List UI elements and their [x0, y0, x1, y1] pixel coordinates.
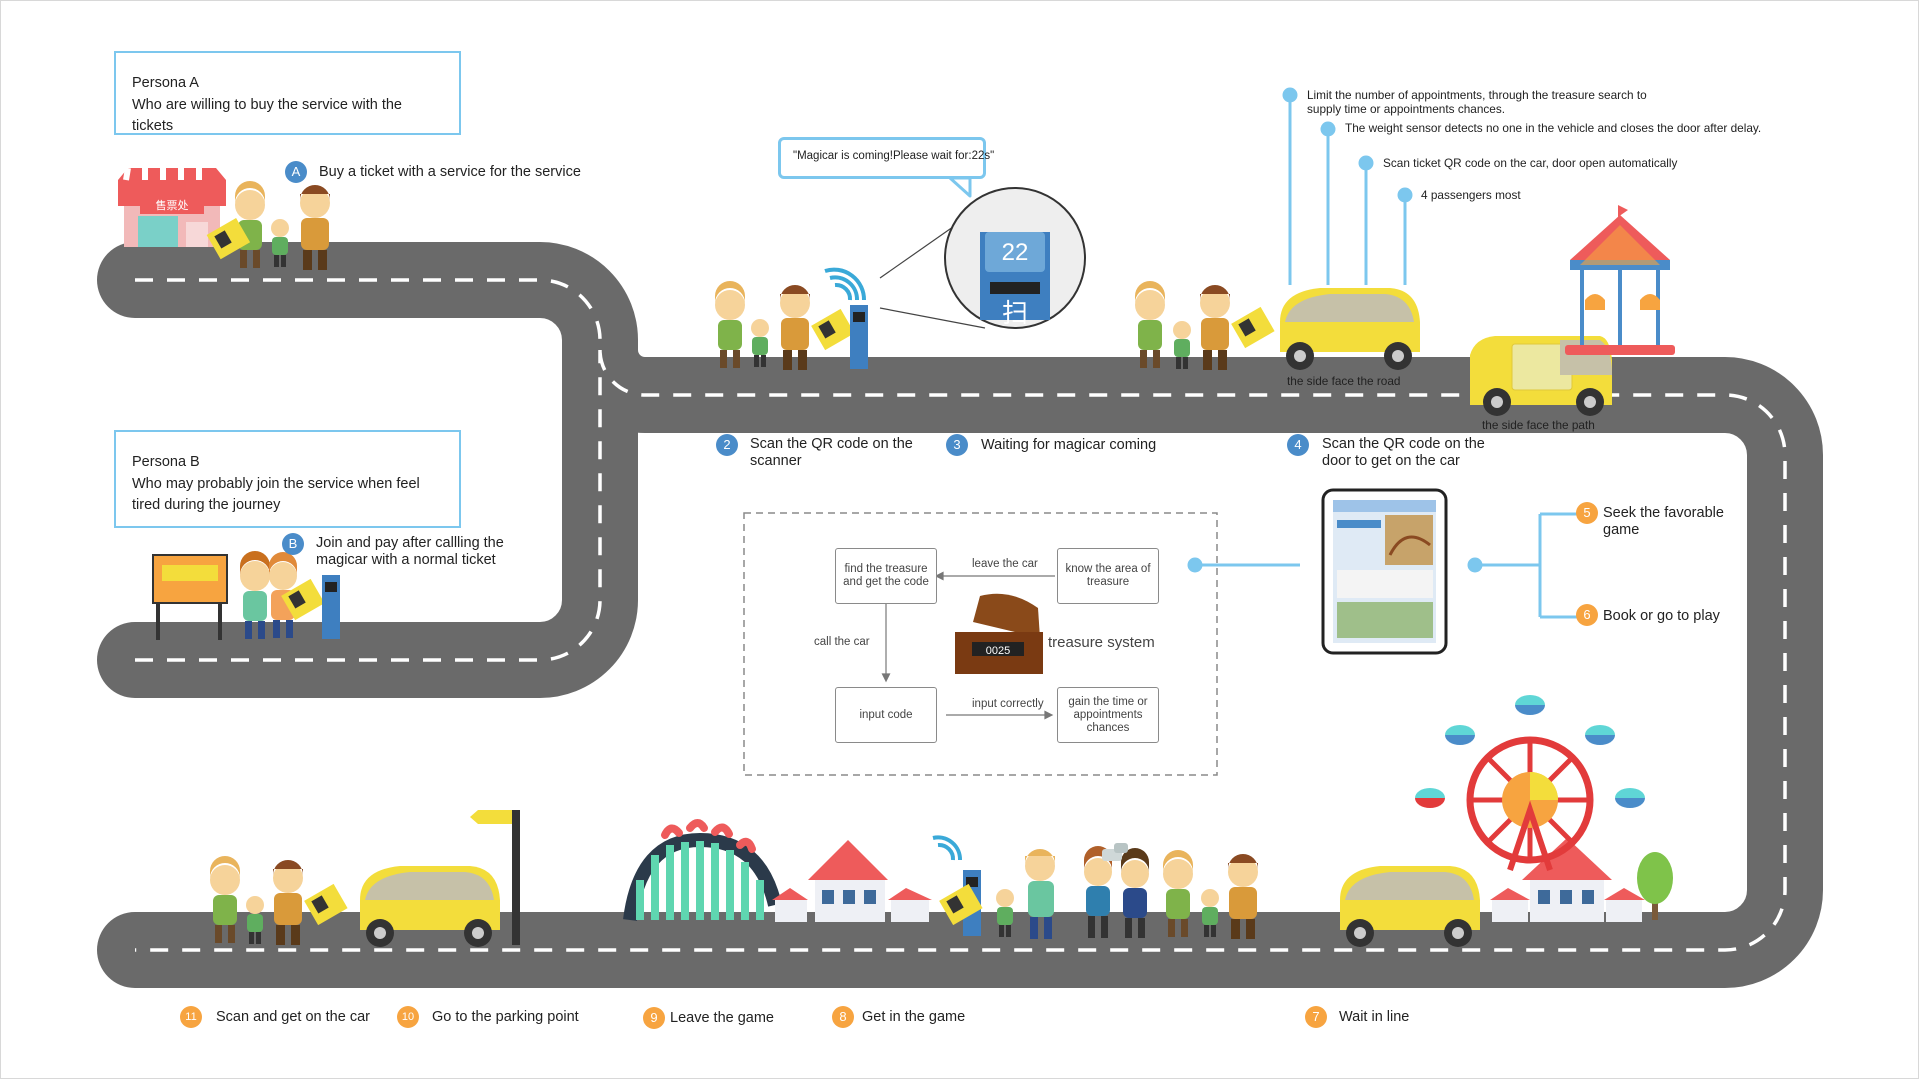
- feature-limit-appointments: Limit the number of appointments, throug…: [1307, 88, 1647, 116]
- step-b-badge: B: [282, 533, 304, 555]
- road-markings: [135, 278, 1787, 952]
- speech-bubble: "Magicar is coming!Please wait for:22s": [778, 137, 994, 179]
- treasure-box-gain: gain the time or appointments chances: [1057, 687, 1159, 743]
- scanner-zoom: [879, 187, 1086, 329]
- ticket-booth-sign: 售票处: [156, 198, 189, 212]
- scanner-glyph: 扫: [1002, 298, 1028, 328]
- family-a: [206, 181, 330, 270]
- step-9-badge: 9: [643, 1007, 665, 1029]
- step-6-badge: 6: [1576, 604, 1598, 626]
- tablet: [1321, 488, 1448, 655]
- roller-coaster: [623, 819, 782, 921]
- step-2-badge: 2: [716, 434, 738, 456]
- treasure-system-frame: [743, 512, 1218, 776]
- ferris-wheel: [1415, 695, 1645, 871]
- house-center: [772, 840, 932, 922]
- family-2: [715, 281, 855, 370]
- magicar-parking: [360, 866, 500, 947]
- step-3-label: Waiting for magicar coming: [981, 437, 1157, 453]
- billboard-b: [152, 554, 228, 640]
- feature-scan-door: Scan ticket QR code on the car, door ope…: [1383, 156, 1678, 170]
- scanner-kiosk-2: [824, 267, 868, 369]
- step-10-badge: 10: [397, 1006, 419, 1028]
- arrow-label-input: input correctly: [972, 698, 1044, 710]
- persona-a-title: Persona A: [132, 75, 199, 91]
- queue-people: [996, 843, 1258, 939]
- feature-passengers: 4 passengers most: [1421, 188, 1521, 202]
- step-8-label: Get in the game: [862, 1009, 966, 1025]
- magicar-queue: [1340, 866, 1480, 947]
- treasure-code: 0025: [986, 645, 1010, 657]
- step-4-label: Scan the QR code on the door to get on t…: [1322, 436, 1485, 469]
- treasure-box-find: find the treasure and get the code: [835, 548, 937, 604]
- persona-b-title: Persona B: [132, 454, 200, 470]
- ticket-booth: 售票处: [118, 167, 226, 247]
- step-3-badge: 3: [946, 434, 968, 456]
- persona-a-desc: Who are willing to buy the service with …: [132, 97, 402, 134]
- treasure-box-input: input code: [835, 687, 937, 743]
- feature-pins: [1282, 87, 1413, 285]
- treasure-chest: [955, 593, 1043, 674]
- step-2-label: Scan the QR code on the scanner: [750, 436, 913, 469]
- step-5-label: Seek the favorable game: [1603, 505, 1724, 538]
- step-11-badge: 11: [180, 1006, 202, 1028]
- house-right: [1490, 838, 1645, 922]
- family-b: [240, 551, 325, 639]
- step-8-badge: 8: [832, 1006, 854, 1028]
- persona-b-box: Persona B Who may probably join the serv…: [114, 430, 461, 528]
- step-9-label: Leave the game: [670, 1010, 774, 1026]
- tablet-connector: [1187, 512, 1580, 619]
- persona-a-box: Persona A Who are willing to buy the ser…: [114, 51, 461, 135]
- step-b-label: Join and pay after callling the magicar …: [316, 535, 504, 568]
- arrow-label-call: call the car: [814, 636, 870, 648]
- treasure-arrows: [881, 571, 1055, 720]
- step-11-label: Scan and get on the car: [216, 1009, 370, 1025]
- step-5-badge: 5: [1576, 502, 1598, 524]
- scanner-display: 22: [1002, 239, 1029, 266]
- scanner-kiosk-b: [322, 575, 340, 639]
- step-4-badge: 4: [1287, 434, 1309, 456]
- scanner-kiosk-8: [932, 835, 983, 936]
- step-7-label: Wait in line: [1339, 1009, 1410, 1025]
- step-a-badge: A: [285, 161, 307, 183]
- family-3: [1135, 281, 1275, 370]
- arrow-label-leave: leave the car: [972, 558, 1038, 570]
- step-10-label: Go to the parking point: [432, 1009, 579, 1025]
- treasure-box-know: know the area of treasure: [1057, 548, 1159, 604]
- step-6-label: Book or go to play: [1603, 608, 1720, 624]
- magicar-top: [1280, 288, 1420, 370]
- persona-b-desc: Who may probably join the service when f…: [132, 476, 420, 513]
- carousel: [1565, 205, 1675, 355]
- family-11: [210, 856, 348, 945]
- feature-weight-sensor: The weight sensor detects no one in the …: [1345, 121, 1762, 135]
- caption-path-side: the side face the path: [1482, 418, 1595, 432]
- treasure-system-title: treasure system: [1048, 634, 1155, 651]
- step-a-label: Buy a ticket with a service for the serv…: [319, 164, 581, 180]
- step-7-badge: 7: [1305, 1006, 1327, 1028]
- speech-bubble-tail: [948, 176, 972, 198]
- parking-sign: [470, 810, 520, 945]
- caption-road-side: the side face the road: [1287, 374, 1401, 388]
- tree: [1637, 852, 1673, 920]
